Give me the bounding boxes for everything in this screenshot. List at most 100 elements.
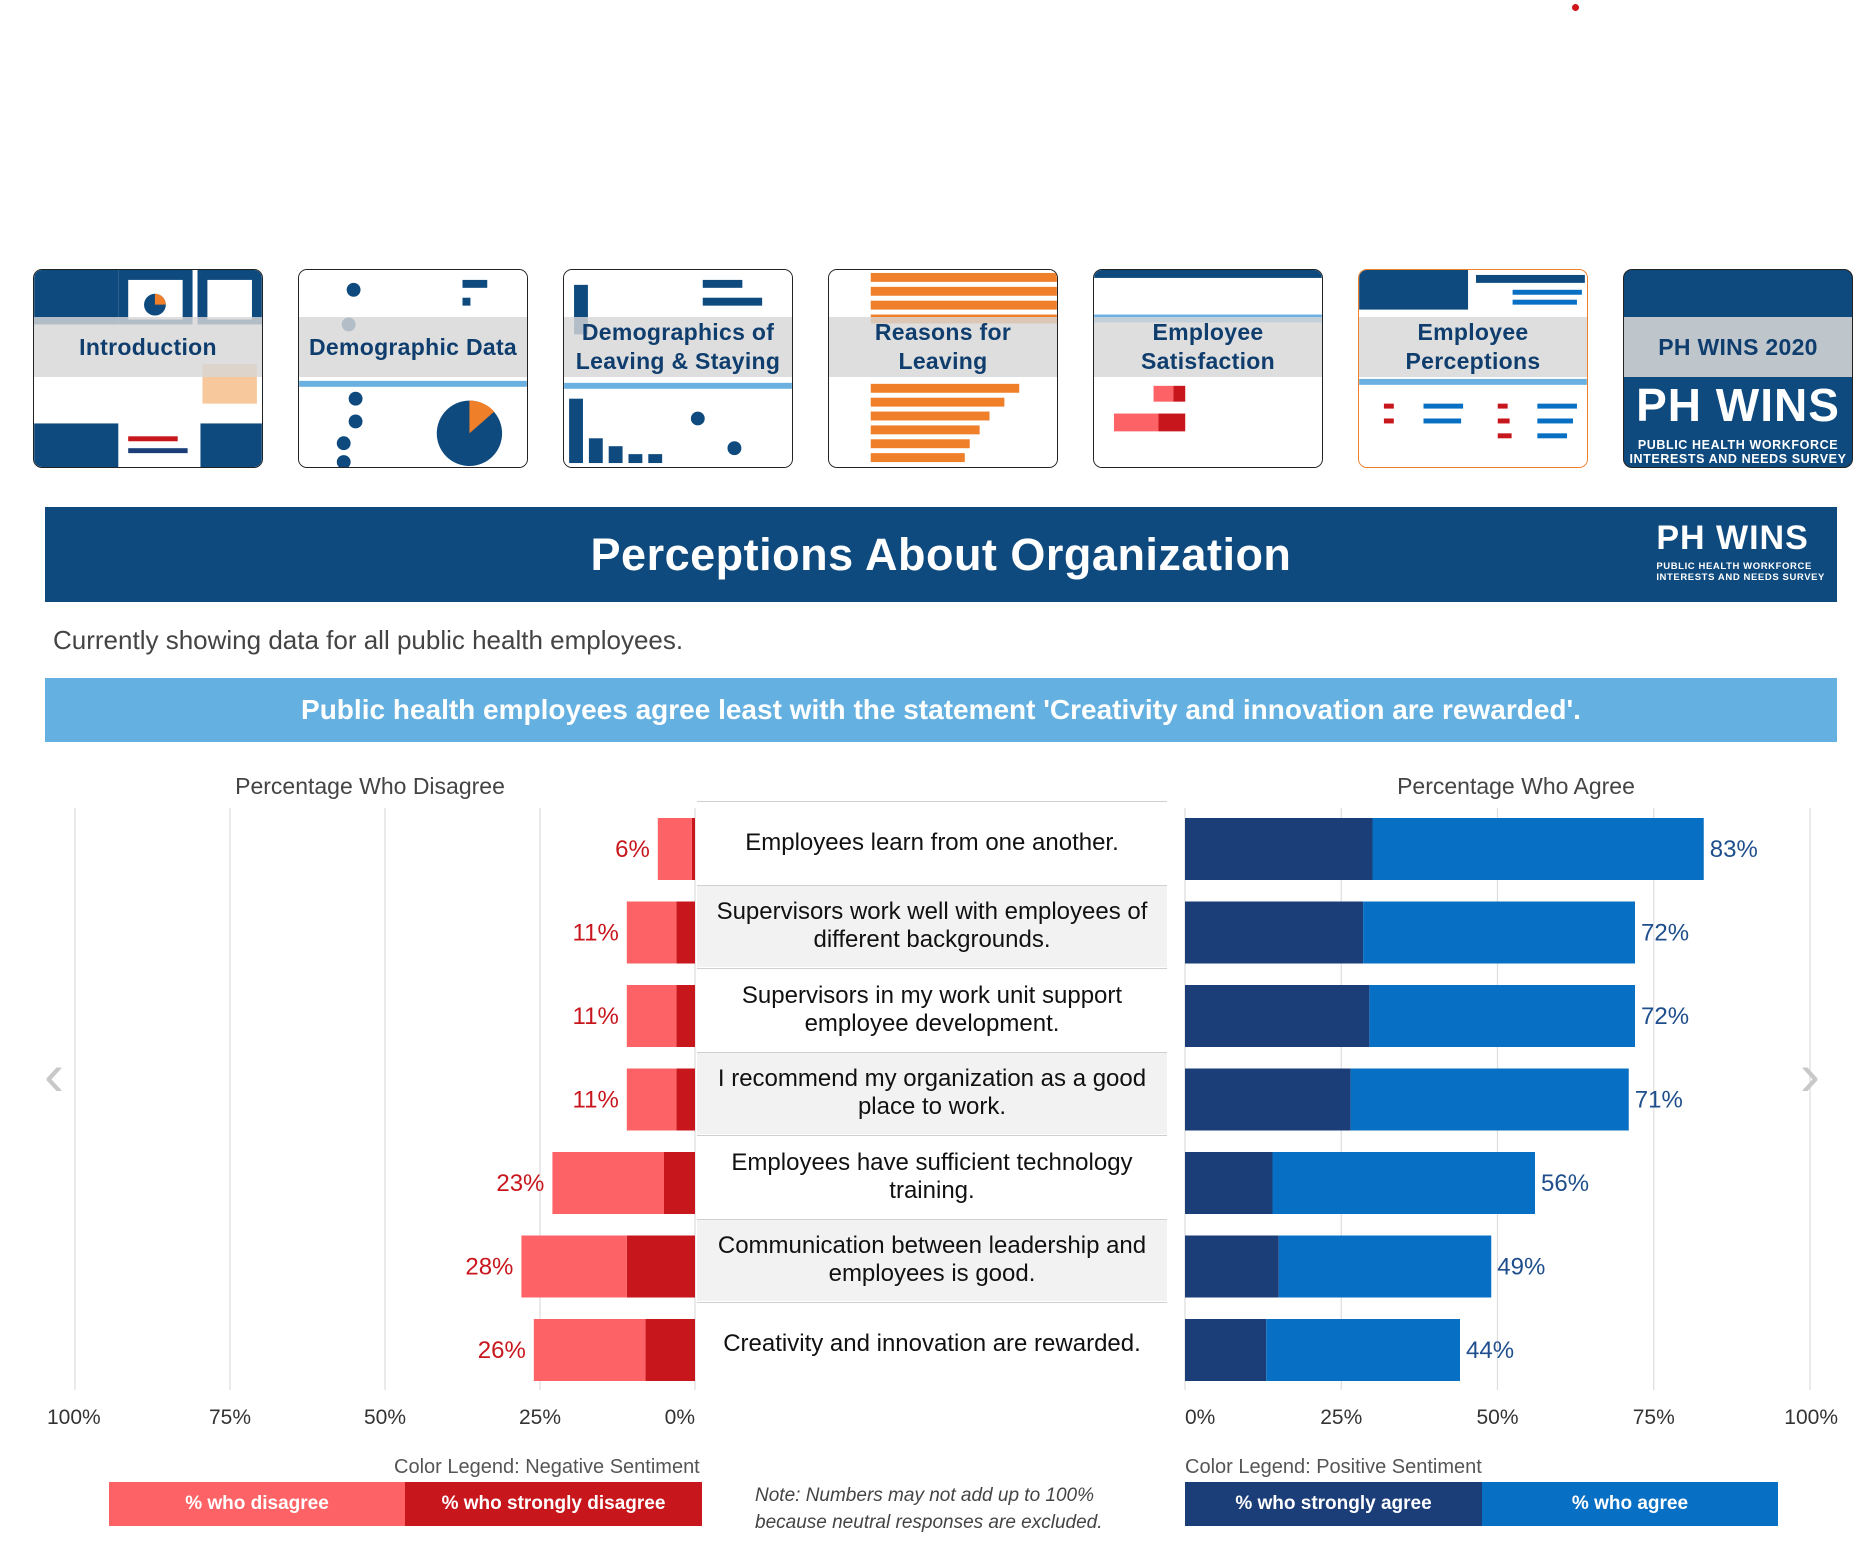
- dashboard-header: Perceptions About Organization PH WINS P…: [45, 507, 1837, 602]
- agree-value-label: 72%: [1641, 1003, 1689, 1030]
- bars-group: 6% 83% 11% 72% 11% 72% 11% 71% 23% 56% 28% 49% 26% 44…: [465, 818, 1758, 1381]
- logo-tagline-2: INTERESTS AND NEEDS SURVEY: [1629, 452, 1847, 466]
- thumb-employee-perceptions[interactable]: Employee Perceptions: [1358, 269, 1588, 468]
- bar-agree: [1350, 1068, 1629, 1131]
- thumb-label: Employee Perceptions: [1405, 319, 1541, 374]
- right-tick-label: 50%: [1476, 1406, 1518, 1429]
- logo-wordmark: PH WINS: [1656, 519, 1809, 557]
- disagree-value-label: 11%: [573, 1003, 619, 1030]
- thumb-band: PH WINS 2020: [1624, 317, 1852, 377]
- right-tick-label: 100%: [1784, 1406, 1838, 1429]
- ticks-group: 100% 75% 50% 25% 0% 0% 25% 50% 75% 100%: [47, 1406, 1838, 1429]
- agree-value-label: 49%: [1497, 1254, 1545, 1281]
- bar-agree: [1369, 985, 1635, 1047]
- statement-label: I recommend my organization as a good pl…: [697, 1051, 1167, 1134]
- thumb-label: Demographics of Leaving & Staying: [575, 319, 781, 374]
- disagree-value-label: 6%: [615, 836, 650, 863]
- thumb-phwins-logo: PH WINS PUBLIC HEALTH WORKFORCE INTEREST…: [1624, 382, 1852, 466]
- legend-agree: % who agree: [1482, 1482, 1778, 1526]
- disagree-value-label: 11%: [573, 920, 619, 947]
- left-tick-label: 0%: [665, 1406, 695, 1429]
- notification-dot: [1572, 4, 1579, 11]
- bar-agree: [1272, 1152, 1535, 1214]
- right-tick-label: 75%: [1633, 1406, 1675, 1429]
- bar-strongly-agree: [1185, 818, 1373, 880]
- left-tick-label: 100%: [47, 1406, 101, 1429]
- bar-disagree: [552, 1152, 664, 1214]
- bar-disagree: [521, 1235, 627, 1298]
- agree-value-label: 71%: [1635, 1087, 1683, 1114]
- bar-agree: [1372, 818, 1704, 880]
- filter-status-text: Currently showing data for all public he…: [53, 625, 684, 655]
- statement-label: Employees learn from one another.: [697, 801, 1167, 883]
- thumb-band: Introduction: [34, 317, 262, 377]
- thumb-label: PH WINS 2020: [1658, 333, 1818, 360]
- right-tick-label: 25%: [1320, 1406, 1362, 1429]
- thumb-band: Employee Perceptions: [1359, 317, 1587, 377]
- bar-strongly-agree: [1185, 985, 1370, 1047]
- bar-strongly-disagree: [676, 985, 695, 1047]
- thumb-reasons-for-leaving[interactable]: Reasons for Leaving: [828, 269, 1058, 468]
- bar-disagree: [626, 901, 677, 964]
- bar-agree: [1266, 1319, 1460, 1381]
- thumb-introduction[interactable]: Introduction: [33, 269, 263, 468]
- next-arrow-icon[interactable]: ›: [1800, 1041, 1820, 1108]
- logo-wordmark: PH WINS: [1636, 379, 1840, 431]
- disagree-value-label: 23%: [496, 1170, 544, 1197]
- agree-axis-title: Percentage Who Agree: [1397, 773, 1635, 799]
- disagree-value-label: 11%: [573, 1087, 619, 1114]
- statement-label: Supervisors work well with employees of …: [697, 884, 1167, 967]
- bar-disagree: [626, 985, 677, 1047]
- logo-tagline-1: PUBLIC HEALTH WORKFORCE: [1656, 561, 1812, 572]
- bar-strongly-disagree: [676, 901, 695, 964]
- thumb-band: Reasons for Leaving: [829, 317, 1057, 377]
- statement-label: Communication between leadership and emp…: [697, 1218, 1167, 1301]
- phwins-logo: PH WINS PUBLIC HEALTH WORKFORCE INTEREST…: [1656, 521, 1825, 583]
- thumb-label: Introduction: [79, 333, 217, 360]
- statement-label: Creativity and innovation are rewarded.: [697, 1302, 1167, 1384]
- thumb-label: Employee Satisfaction: [1141, 319, 1275, 374]
- bar-strongly-disagree: [691, 818, 695, 880]
- logo-tagline-1: PUBLIC HEALTH WORKFORCE: [1637, 438, 1839, 452]
- left-tick-label: 25%: [519, 1406, 561, 1429]
- disagree-axis-title: Percentage Who Disagree: [235, 773, 505, 799]
- statement-label: Employees have sufficient technology tra…: [697, 1135, 1167, 1217]
- bar-strongly-agree: [1185, 901, 1364, 964]
- thumb-band: Demographics of Leaving & Staying: [564, 317, 792, 377]
- neutral-note: Note: Numbers may not add up to 100% bec…: [755, 1482, 1103, 1536]
- page-title: Perceptions About Organization: [590, 529, 1292, 580]
- positive-legend-title: Color Legend: Positive Sentiment: [1185, 1456, 1482, 1478]
- bar-strongly-disagree: [626, 1235, 695, 1298]
- agree-value-label: 72%: [1641, 920, 1689, 947]
- bar-disagree: [533, 1319, 646, 1381]
- bar-disagree: [657, 818, 692, 880]
- key-finding-banner: Public health employees agree least with…: [45, 678, 1837, 742]
- thumb-employee-satisfaction[interactable]: Employee Satisfaction: [1093, 269, 1323, 468]
- thumb-ph-wins-2020[interactable]: PH WINS 2020 PH WINS PUBLIC HEALTH WORKF…: [1623, 269, 1853, 468]
- bar-strongly-agree: [1185, 1319, 1267, 1381]
- left-tick-label: 50%: [364, 1406, 406, 1429]
- prev-arrow-icon[interactable]: ‹: [44, 1041, 64, 1108]
- bar-strongly-agree: [1185, 1068, 1351, 1131]
- bar-agree: [1278, 1235, 1492, 1298]
- bar-strongly-disagree: [664, 1152, 695, 1214]
- thumb-label: Reasons for Leaving: [874, 319, 1012, 374]
- thumb-demographics-leaving-staying[interactable]: Demographics of Leaving & Staying: [563, 269, 793, 468]
- legend-strongly-disagree: % who strongly disagree: [405, 1482, 702, 1526]
- thumb-band: Demographic Data: [299, 317, 527, 377]
- thumb-demographic-data[interactable]: Demographic Data: [298, 269, 528, 468]
- agree-value-label: 83%: [1710, 836, 1758, 863]
- thumb-band: Employee Satisfaction: [1094, 317, 1322, 377]
- bar-strongly-agree: [1185, 1152, 1273, 1214]
- legend-disagree: % who disagree: [109, 1482, 405, 1526]
- disagree-value-label: 28%: [465, 1254, 513, 1281]
- legend-strongly-agree: % who strongly agree: [1185, 1482, 1482, 1526]
- thumb-label: Demographic Data: [308, 333, 517, 360]
- left-tick-label: 75%: [209, 1406, 251, 1429]
- note-line-1: Note: Numbers may not add up to 100%: [755, 1485, 1095, 1506]
- agree-value-label: 44%: [1466, 1337, 1514, 1364]
- bar-strongly-disagree: [676, 1068, 695, 1131]
- bar-disagree: [626, 1068, 677, 1131]
- statement-label: Supervisors in my work unit support empl…: [697, 968, 1167, 1050]
